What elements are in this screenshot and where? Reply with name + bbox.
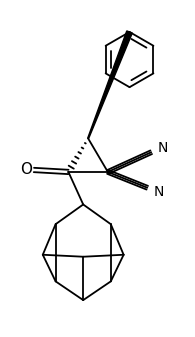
Text: N: N	[157, 141, 168, 155]
Text: O: O	[20, 162, 32, 178]
Text: N: N	[153, 185, 164, 199]
Polygon shape	[88, 31, 132, 139]
